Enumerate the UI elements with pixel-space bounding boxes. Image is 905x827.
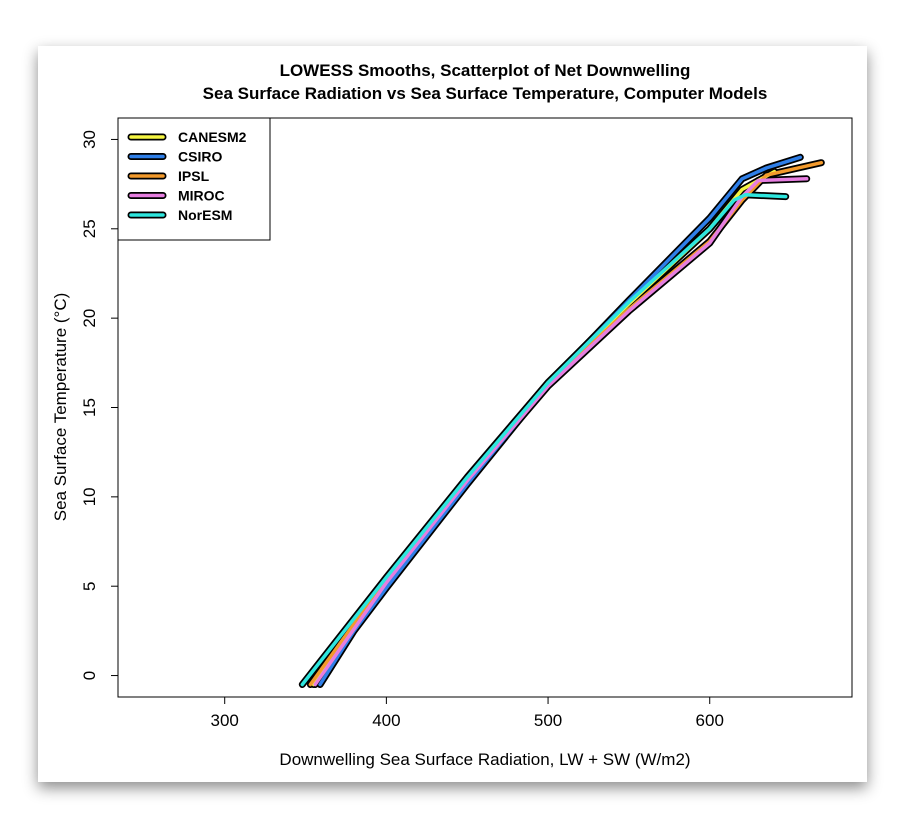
x-tick-label: 500 (534, 711, 562, 730)
series-line-ipsl (308, 160, 824, 687)
chart-title-line2: Sea Surface Radiation vs Sea Surface Tem… (203, 84, 768, 103)
y-axis-label: Sea Surface Temperature (°C) (51, 293, 70, 522)
series-outline-miroc (311, 175, 811, 688)
x-tick-label: 400 (372, 711, 400, 730)
y-tick-label: 15 (80, 398, 99, 417)
legend-label: CANESM2 (178, 129, 247, 145)
series-line-csiro (318, 155, 803, 687)
series-line-miroc (313, 177, 809, 687)
y-tick-label: 5 (80, 581, 99, 590)
y-tick-label: 10 (80, 487, 99, 506)
series-line-noresm (300, 193, 788, 687)
x-tick-label: 300 (211, 711, 239, 730)
legend-label: MIROC (178, 188, 225, 204)
y-tick-label: 30 (80, 130, 99, 149)
series-outline-noresm (298, 191, 790, 688)
chart-title-line1: LOWESS Smooths, Scatterplot of Net Downw… (280, 61, 691, 80)
x-tick-label: 600 (696, 711, 724, 730)
series-outline-csiro (316, 153, 804, 688)
legend-label: NorESM (178, 207, 232, 223)
y-tick-label: 20 (80, 309, 99, 328)
series-outline-ipsl (306, 159, 825, 688)
legend-label: CSIRO (178, 149, 222, 165)
y-tick-label: 25 (80, 219, 99, 238)
y-tick-label: 0 (80, 671, 99, 680)
x-axis-label: Downwelling Sea Surface Radiation, LW + … (279, 750, 690, 769)
legend-label: IPSL (178, 168, 210, 184)
